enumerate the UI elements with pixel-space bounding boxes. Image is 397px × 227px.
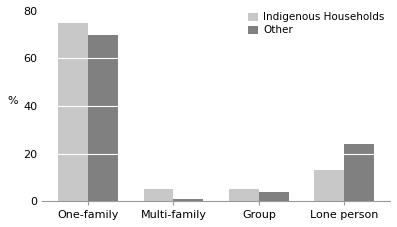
Bar — [259, 192, 289, 201]
Bar — [144, 189, 173, 201]
Y-axis label: %: % — [7, 96, 17, 106]
Bar — [344, 144, 374, 201]
Bar — [88, 35, 118, 201]
Bar — [314, 170, 344, 201]
Bar — [229, 189, 259, 201]
Legend: Indigenous Households, Other: Indigenous Households, Other — [248, 12, 385, 35]
Bar — [173, 199, 203, 201]
Bar — [58, 23, 88, 201]
